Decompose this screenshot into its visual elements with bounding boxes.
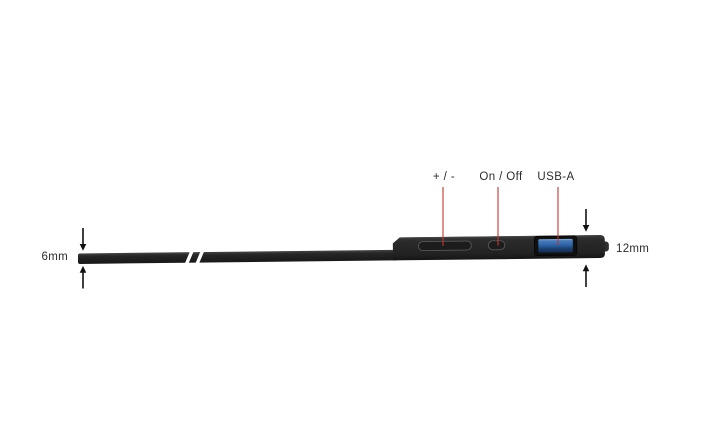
arrow-down-head (582, 225, 590, 232)
break-mark-icon (183, 240, 209, 269)
callout-label-power: On / Off (479, 171, 523, 183)
arrow-up-head (79, 265, 87, 273)
usb-a-port-tongue (538, 238, 573, 253)
arrow-up-head (582, 264, 590, 272)
callout-label-brightness: + / - (432, 171, 456, 183)
brightness-rocker-button (417, 240, 472, 252)
thin-edge-highlight (80, 250, 395, 255)
usb-a-port (533, 235, 578, 257)
right-measure-arrows (582, 209, 590, 287)
thin-edge-6mm (77, 249, 398, 264)
arrow-down-head (79, 244, 87, 251)
device-profile (77, 235, 609, 264)
power-button (487, 240, 506, 251)
left-measure-arrows (79, 228, 87, 289)
dimension-label-6mm: 6mm (41, 251, 68, 263)
callout-label-usb: USB-A (537, 171, 575, 183)
dimension-label-12mm: 12mm (616, 243, 650, 255)
